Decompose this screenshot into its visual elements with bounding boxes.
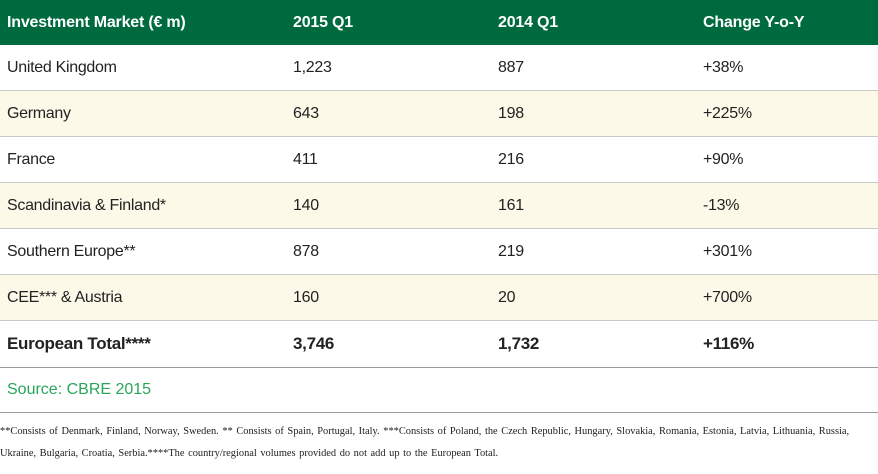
cell-market: Germany [0,90,286,137]
cell-change: +38% [696,45,878,91]
cell-market: Scandinavia & Finland* [0,182,286,229]
cell-2015: 140 [286,182,491,229]
header-market: Investment Market (€ m) [0,0,286,45]
total-2015: 3,746 [286,320,491,368]
table-row: Scandinavia & Finland* 140 161 -13% [0,182,878,229]
table-total-row: European Total**** 3,746 1,732 +116% [0,320,878,368]
cell-change: -13% [696,182,878,229]
table-row: Southern Europe** 878 219 +301% [0,228,878,275]
investment-market-table: Investment Market (€ m) 2015 Q1 2014 Q1 … [0,0,878,413]
cell-2015: 1,223 [286,45,491,91]
table-row: United Kingdom 1,223 887 +38% [0,45,878,91]
table-row: CEE*** & Austria 160 20 +700% [0,274,878,321]
table-row: France 411 216 +90% [0,136,878,183]
cell-change: +700% [696,274,878,321]
table-row: Germany 643 198 +225% [0,90,878,137]
cell-change: +90% [696,136,878,183]
cell-2014: 219 [491,228,696,275]
cell-market: France [0,136,286,183]
table-header-row: Investment Market (€ m) 2015 Q1 2014 Q1 … [0,0,878,45]
source-text: Source: CBRE 2015 [0,367,878,413]
header-2015-q1: 2015 Q1 [286,0,491,45]
cell-market: Southern Europe** [0,228,286,275]
cell-2014: 198 [491,90,696,137]
cell-market: CEE*** & Austria [0,274,286,321]
cell-2014: 20 [491,274,696,321]
cell-2014: 161 [491,182,696,229]
cell-2015: 878 [286,228,491,275]
header-change: Change Y-o-Y [696,0,878,45]
source-row: Source: CBRE 2015 [0,367,878,413]
cell-market: United Kingdom [0,45,286,91]
footnote: **Consists of Denmark, Finland, Norway, … [0,426,850,459]
cell-2014: 216 [491,136,696,183]
total-change: +116% [696,320,878,368]
total-2014: 1,732 [491,320,696,368]
cell-2015: 643 [286,90,491,137]
cell-2015: 411 [286,136,491,183]
total-label: European Total**** [0,320,286,368]
cell-change: +301% [696,228,878,275]
cell-change: +225% [696,90,878,137]
header-2014-q1: 2014 Q1 [491,0,696,45]
cell-2014: 887 [491,45,696,91]
cell-2015: 160 [286,274,491,321]
